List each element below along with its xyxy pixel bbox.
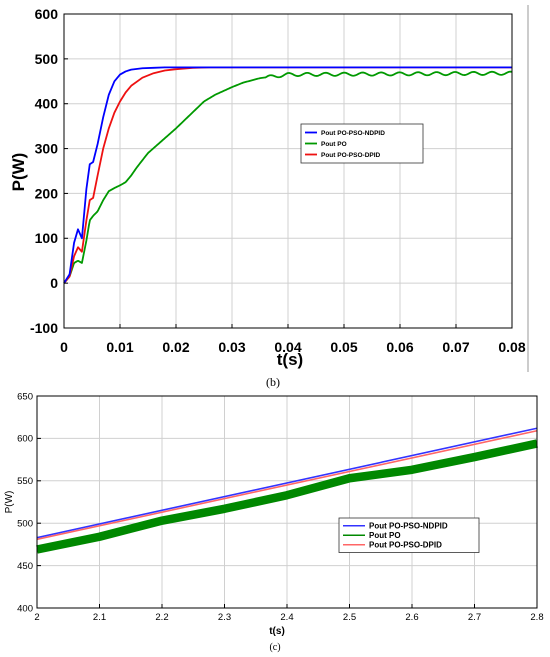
y-tick-label: 550 — [17, 476, 33, 487]
x-tick-label: 2.2 — [155, 612, 168, 623]
x-tick-label: 2.8 — [530, 612, 543, 623]
y-tick-label: 400 — [17, 603, 33, 614]
x-tick-label: 0.03 — [218, 339, 245, 355]
chart-c: 2 2.1 2.2 2.3 2.4 2.5 2.6 2.7 2.8 400 450 500 550 600… — [4, 391, 544, 653]
series-line — [36, 429, 538, 541]
legend: Pout PO-PSO-NDPID Pout PO Pout PO-PSO-DPID — [300, 123, 424, 164]
y-axis-label: P(W) — [9, 153, 28, 192]
legend-label: Pout PO-PSO-NDPID — [369, 522, 448, 531]
y-tick-label: 400 — [35, 96, 59, 112]
x-tick-label: 0.05 — [330, 339, 357, 355]
x-tick-label: 0.08 — [498, 339, 525, 355]
y-tick-label: 450 — [17, 561, 33, 572]
x-tick-label: 0.01 — [106, 339, 133, 355]
legend-label: Pout PO-PSO-DPID — [321, 152, 381, 159]
caption: (b) — [266, 375, 280, 389]
x-axis-label: t(s) — [269, 626, 285, 637]
legend-box — [300, 123, 424, 164]
y-tick-label: 500 — [17, 519, 33, 530]
series-lines — [36, 427, 538, 554]
x-tick-label: 2.3 — [218, 612, 231, 623]
y-tick-label: 0 — [50, 275, 58, 291]
series-line — [36, 439, 538, 554]
series-line — [63, 70, 513, 284]
chart-b: 0 0.01 0.02 0.03 0.04 0.05 0.06 0.07 0.08-100010… — [9, 6, 526, 389]
series-lines — [63, 66, 513, 284]
x-tick-label: 0.02 — [162, 339, 189, 355]
x-tick-label: 0.06 — [386, 339, 413, 355]
x-tick-label: 2.1 — [93, 612, 106, 623]
tick-labels: 0 0.01 0.02 0.03 0.04 0.05 0.06 0.07 0.08-100010… — [30, 6, 526, 355]
x-tick-label: 0.07 — [442, 339, 469, 355]
x-tick-label: 2.5 — [343, 612, 356, 623]
x-tick-label: 0 — [60, 339, 68, 355]
legend-label: Pout PO-PSO-NDPID — [321, 130, 385, 137]
x-axis-label: t(s) — [277, 350, 303, 369]
series-line — [63, 66, 512, 284]
x-tick-label: 2.4 — [280, 612, 293, 623]
y-tick-label: 600 — [17, 434, 33, 445]
tick-labels: 2 2.1 2.2 2.3 2.4 2.5 2.6 2.7 2.8 400 450 500 550 600… — [17, 391, 543, 623]
x-tick-label: 2.6 — [405, 612, 418, 623]
x-tick-label: 0.04 — [274, 339, 301, 355]
x-tick-label: 2 — [34, 612, 39, 623]
series-line — [36, 427, 538, 539]
y-tick-label: 100 — [35, 230, 59, 246]
y-tick-label: 650 — [17, 391, 33, 402]
x-tick-label: 2.7 — [468, 612, 481, 623]
y-tick-label: 300 — [35, 140, 59, 156]
legend-label: Pout PO — [321, 141, 347, 148]
y-tick-label: 200 — [35, 185, 59, 201]
series-line — [63, 66, 512, 284]
y-axis-label: P(W) — [4, 491, 15, 514]
caption: (c) — [269, 642, 280, 653]
y-tick-label: -100 — [30, 320, 58, 336]
legend-label: Pout PO-PSO-DPID — [369, 541, 442, 550]
y-tick-label: 500 — [35, 51, 59, 67]
legend-label: Pout PO — [369, 531, 401, 540]
y-tick-label: 600 — [35, 6, 59, 22]
